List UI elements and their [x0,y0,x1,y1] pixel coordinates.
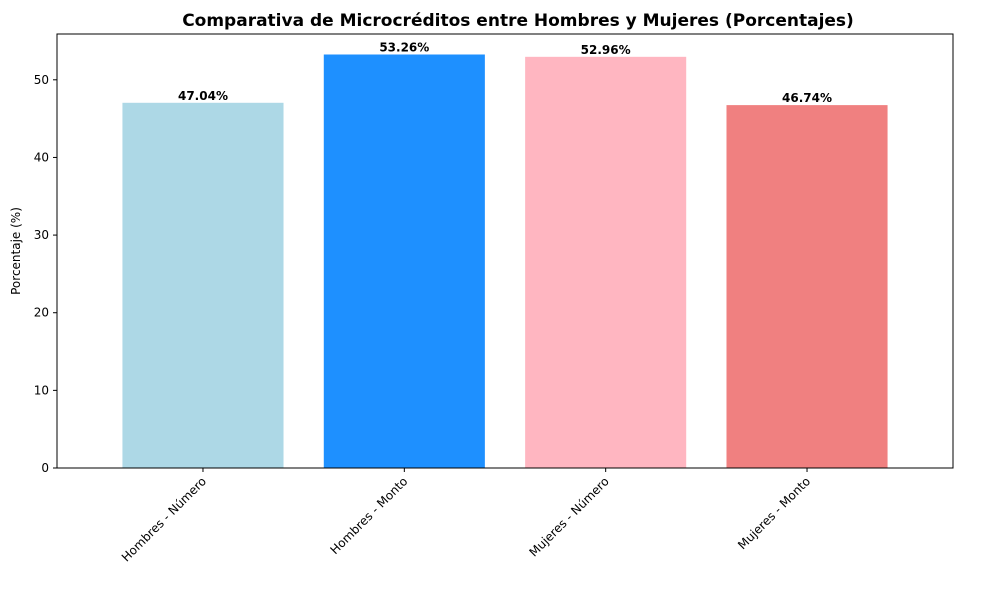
bar [525,56,687,469]
y-tick-label: 50 [34,73,49,87]
plot-frame [56,33,954,469]
y-axis-label: Porcentaje (%) [9,207,23,295]
x-tick-label: Mujeres - Monto [735,474,813,552]
bar-value-label: 47.04% [178,89,228,103]
bar [122,102,284,468]
bar-value-labels: 47.04% 53.26% 52.96% 46.74% [178,40,832,105]
x-tick-label: Hombres - Monto [328,474,411,557]
bar [726,105,888,468]
y-tick-label: 40 [34,150,49,164]
bar-value-label: 53.26% [379,40,429,54]
x-tick-label: Hombres - Número [119,474,209,564]
bar [323,54,485,468]
y-tick-label: 10 [34,383,49,397]
x-axis: Hombres - Número Hombres - Monto Mujeres -… [119,468,813,564]
bar-value-label: 46.74% [782,91,832,105]
bars-group [122,54,888,469]
y-tick-label: 0 [41,461,49,475]
bar-value-label: 52.96% [581,43,631,57]
y-tick-label: 30 [34,228,49,242]
x-tick-label: Mujeres - Número [527,474,612,559]
y-tick-label: 20 [34,306,49,320]
chart-title: Comparativa de Microcréditos entre Hombr… [182,11,854,31]
y-axis: 0 10 20 30 40 50 [34,73,57,475]
